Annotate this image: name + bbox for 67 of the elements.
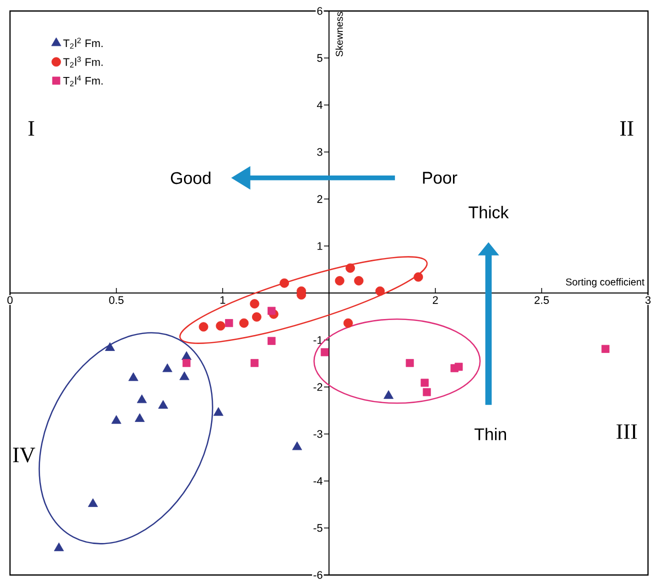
point [375, 286, 385, 296]
annotation: II [620, 121, 634, 136]
y-tick-label: 3 [317, 148, 322, 156]
point [239, 318, 249, 328]
point [354, 276, 364, 286]
point [182, 359, 191, 368]
point [111, 415, 122, 424]
x-tick-label: 1 [220, 296, 226, 304]
y-tick-label: 2 [317, 195, 322, 203]
point [414, 272, 424, 282]
x-tick-label: 2 [432, 296, 438, 304]
point [334, 276, 344, 286]
point [162, 363, 172, 372]
point [420, 378, 429, 387]
point [213, 407, 224, 416]
point [250, 359, 259, 368]
x-tick-label: 3 [645, 296, 651, 304]
point [268, 336, 276, 345]
point [601, 344, 610, 353]
point [250, 299, 260, 308]
y-tick-label: -2 [314, 383, 322, 391]
point [198, 322, 208, 332]
x-tick-label: 2.5 [534, 296, 549, 304]
y-axis-title: Skewness [336, 12, 343, 56]
point [136, 394, 147, 404]
y-tick-label: -6 [314, 571, 322, 579]
y-tick-label: 4 [316, 101, 322, 109]
point [216, 321, 226, 331]
point [346, 263, 355, 273]
point [454, 362, 463, 371]
y-tick-label: 1 [318, 242, 322, 250]
annotation: Thick [468, 206, 509, 218]
x-axis-title: Sorting coefficient [566, 278, 644, 288]
annotation: Good [170, 172, 210, 184]
point [343, 318, 353, 328]
point [105, 342, 115, 351]
annotation: III [616, 424, 637, 439]
x-tick-label: 0.5 [109, 296, 124, 304]
y-tick-label: 6 [317, 7, 322, 15]
point [268, 306, 276, 315]
point [292, 441, 302, 450]
point [252, 312, 262, 322]
point [225, 319, 234, 328]
point [182, 351, 192, 360]
annotation: I [28, 121, 34, 136]
point [179, 371, 190, 380]
point [88, 498, 98, 507]
legend-label: T$_{2}$l$^{4}$ Fm. [63, 75, 103, 86]
legend-label: T$_{2}$l$^{2}$ Fm. [63, 38, 103, 49]
point [54, 542, 64, 552]
point [128, 372, 138, 382]
point [134, 413, 145, 422]
point [384, 390, 394, 399]
y-tick-label: -5 [314, 524, 322, 532]
point [406, 359, 414, 368]
y-tick-label: -4 [314, 477, 322, 485]
legend-label: T$_{2}$l$^{3}$ Fm. [63, 56, 103, 68]
y-tick-label: -3 [314, 430, 322, 438]
y-tick-label: 5 [317, 54, 322, 62]
annotation: IV [13, 448, 36, 462]
annotation: Thin [474, 428, 506, 440]
point [422, 388, 431, 396]
point [158, 400, 168, 409]
annotation: Poor [423, 172, 458, 184]
x-tick-label: 0 [7, 296, 13, 304]
point [320, 348, 329, 356]
point [280, 278, 290, 288]
